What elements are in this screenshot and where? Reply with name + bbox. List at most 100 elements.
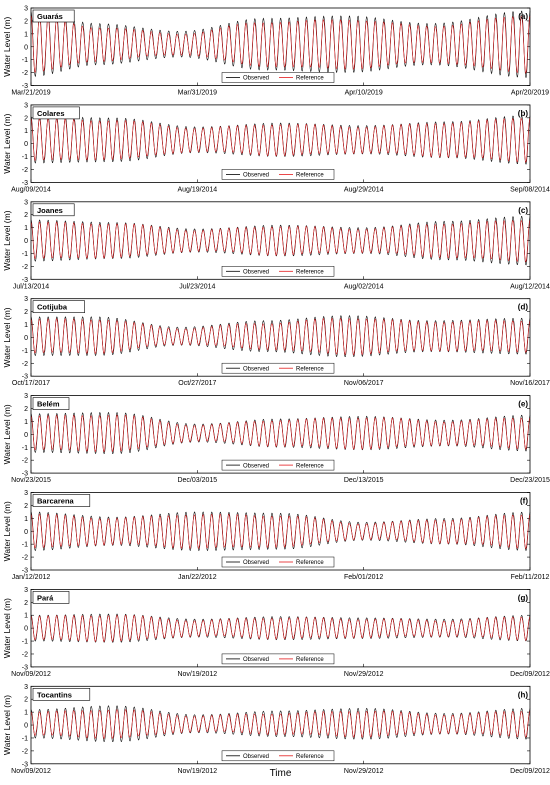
- panel-6-ytick-label: 3: [24, 490, 28, 497]
- panel-2-ytick-label: 1: [24, 128, 28, 135]
- panel-1-legend-observed-label: Observed: [243, 76, 269, 82]
- panel-7-ytick-label: 0: [24, 626, 28, 633]
- x-axis-title: Time: [270, 768, 292, 779]
- panel-4-ytick-label: 1: [24, 322, 28, 329]
- panel-5-ytick-label: 0: [24, 432, 28, 439]
- panel-6-ytick-label: 1: [24, 516, 28, 523]
- panel-4-xtick-label: Nov/06/2017: [344, 380, 384, 387]
- panel-6-ytick-label: -3: [22, 568, 28, 575]
- panel-1-station-name: Guarás: [37, 12, 63, 21]
- panel-6-legend-observed-label: Observed: [243, 560, 269, 566]
- panel-8-ytick-label: -3: [22, 761, 28, 768]
- panel-3-ytick-label: 3: [24, 199, 28, 206]
- panel-3-ytick-label: -3: [22, 277, 28, 284]
- panel-4-station-box: [32, 300, 85, 314]
- panel-1-ytick-label: -3: [22, 83, 28, 90]
- panel-8-legend-observed-label: Observed: [243, 754, 269, 760]
- panel-2-xtick-label: Sep/08/2014: [510, 186, 550, 193]
- panel-2-ytick-label: 0: [24, 141, 28, 148]
- panel-8-xtick-label: Nov/29/2012: [344, 768, 384, 775]
- panel-6-station-box: [32, 494, 91, 507]
- panel-7-legend-box: [221, 653, 335, 665]
- panel-2-xtick-label: Aug/09/2014: [11, 186, 51, 193]
- panel-1-ytick-label: 0: [24, 44, 28, 51]
- panel-6-reference-series: [30, 513, 531, 550]
- panel-7-xtick-label: Nov/29/2012: [344, 671, 384, 678]
- panel-3-xtick-label: Jul/23/2014: [179, 283, 215, 290]
- panel-8-ytick-label: -2: [22, 748, 28, 755]
- panel-8-reference-series: [30, 709, 531, 739]
- panel-8-ytick-label: 3: [24, 684, 28, 691]
- panel-2-reference-series: [30, 117, 531, 163]
- panel-1-reference-series: [30, 15, 531, 74]
- panel-5-ytick-label: -2: [22, 458, 28, 465]
- panel-6-xtick-label: Jan/12/2012: [12, 574, 51, 581]
- panel-5-xtick-label: Nov/23/2015: [11, 477, 51, 484]
- panel-7-station-box: [32, 591, 70, 604]
- panel-5-ytick-label: 1: [24, 419, 28, 426]
- panel-7-xtick-label: Dec/09/2012: [510, 671, 550, 678]
- panel-7-xtick-label: Nov/19/2012: [177, 671, 217, 678]
- panel-8-ylabel: Water Level (m): [2, 695, 12, 755]
- panel-4-legend-observed-label: Observed: [243, 366, 269, 372]
- panel-2-station-box: [32, 106, 80, 120]
- panel-8-legend-reference-label: Reference: [296, 754, 324, 760]
- panel-7-panel-letter: (g): [518, 593, 529, 602]
- panel-7-legend-observed-label: Observed: [243, 657, 269, 663]
- panel-8-ytick-label: -1: [22, 735, 28, 742]
- panel-1-station-box: [32, 9, 75, 23]
- panel-3-legend-observed-label: Observed: [243, 270, 269, 276]
- panel-1-xtick-label: Mar/21/2019: [11, 90, 50, 97]
- panel-5-xtick-label: Dec/23/2015: [510, 477, 550, 484]
- panel-2-ytick-label: -2: [22, 167, 28, 174]
- panel-3-legend-box: [221, 266, 335, 277]
- panel-6-ytick-label: -2: [22, 555, 28, 562]
- panel-3-xtick-label: Jul/13/2014: [13, 283, 49, 290]
- panel-2-ytick-label: 2: [24, 115, 28, 122]
- panel-7-ytick-label: -3: [22, 664, 28, 671]
- panel-7-reference-series: [30, 615, 531, 642]
- panel-1-panel-letter: (a): [518, 12, 528, 21]
- panel-5-ytick-label: 3: [24, 393, 28, 400]
- panel-5-ytick-label: -1: [22, 445, 28, 452]
- panel-7-xtick-label: Nov/09/2012: [11, 671, 51, 678]
- panel-6-station-name: Barcarena: [37, 497, 75, 506]
- panel-3-ytick-label: -1: [22, 251, 28, 258]
- panel-8-xtick-label: Nov/09/2012: [11, 768, 51, 775]
- panel-5-xtick-label: Dec/03/2015: [177, 477, 217, 484]
- panel-4-xtick-label: Nov/16/2017: [510, 380, 550, 387]
- panel-2-legend-observed-label: Observed: [243, 173, 269, 179]
- panel-3-station-name: Joanes: [37, 206, 63, 215]
- panel-1-ytick-label: 3: [24, 6, 28, 13]
- panel-8-ytick-label: 1: [24, 710, 28, 717]
- panel-5-legend-observed-label: Observed: [243, 463, 269, 469]
- panel-7-ytick-label: 2: [24, 600, 28, 607]
- panel-6-xtick-label: Jan/22/2012: [178, 574, 217, 581]
- panel-3-ylabel: Water Level (m): [2, 210, 12, 270]
- panel-2-panel-letter: (b): [518, 109, 529, 118]
- panel-6-legend-box: [221, 556, 335, 568]
- panel-6-xtick-label: Feb/01/2012: [344, 574, 383, 581]
- panel-6-ytick-label: -1: [22, 542, 28, 549]
- panel-7-legend-reference-label: Reference: [296, 657, 324, 663]
- panel-4-legend-reference-label: Reference: [296, 366, 324, 372]
- panel-4-ytick-label: -2: [22, 361, 28, 368]
- panel-6-ylabel: Water Level (m): [2, 501, 12, 561]
- panel-3-ytick-label: -2: [22, 264, 28, 271]
- panel-3-panel-letter: (c): [518, 206, 528, 215]
- panel-4-ytick-label: 3: [24, 296, 28, 303]
- panel-8-ytick-label: 2: [24, 697, 28, 704]
- panel-1-ylabel: Water Level (m): [2, 17, 12, 77]
- panel-5-station-name: Belém: [37, 400, 60, 409]
- panel-6-legend-reference-label: Reference: [296, 560, 324, 566]
- panel-1-ytick-label: 1: [24, 31, 28, 38]
- panel-4-legend-box: [221, 362, 335, 374]
- panel-6-panel-letter: (f): [520, 497, 528, 506]
- panel-4-ytick-label: 2: [24, 309, 28, 316]
- panel-1-ytick-label: 2: [24, 18, 28, 25]
- panel-5-panel-letter: (e): [518, 400, 528, 409]
- panel-4-ytick-label: -1: [22, 348, 28, 355]
- panel-7-ytick-label: -1: [22, 639, 28, 646]
